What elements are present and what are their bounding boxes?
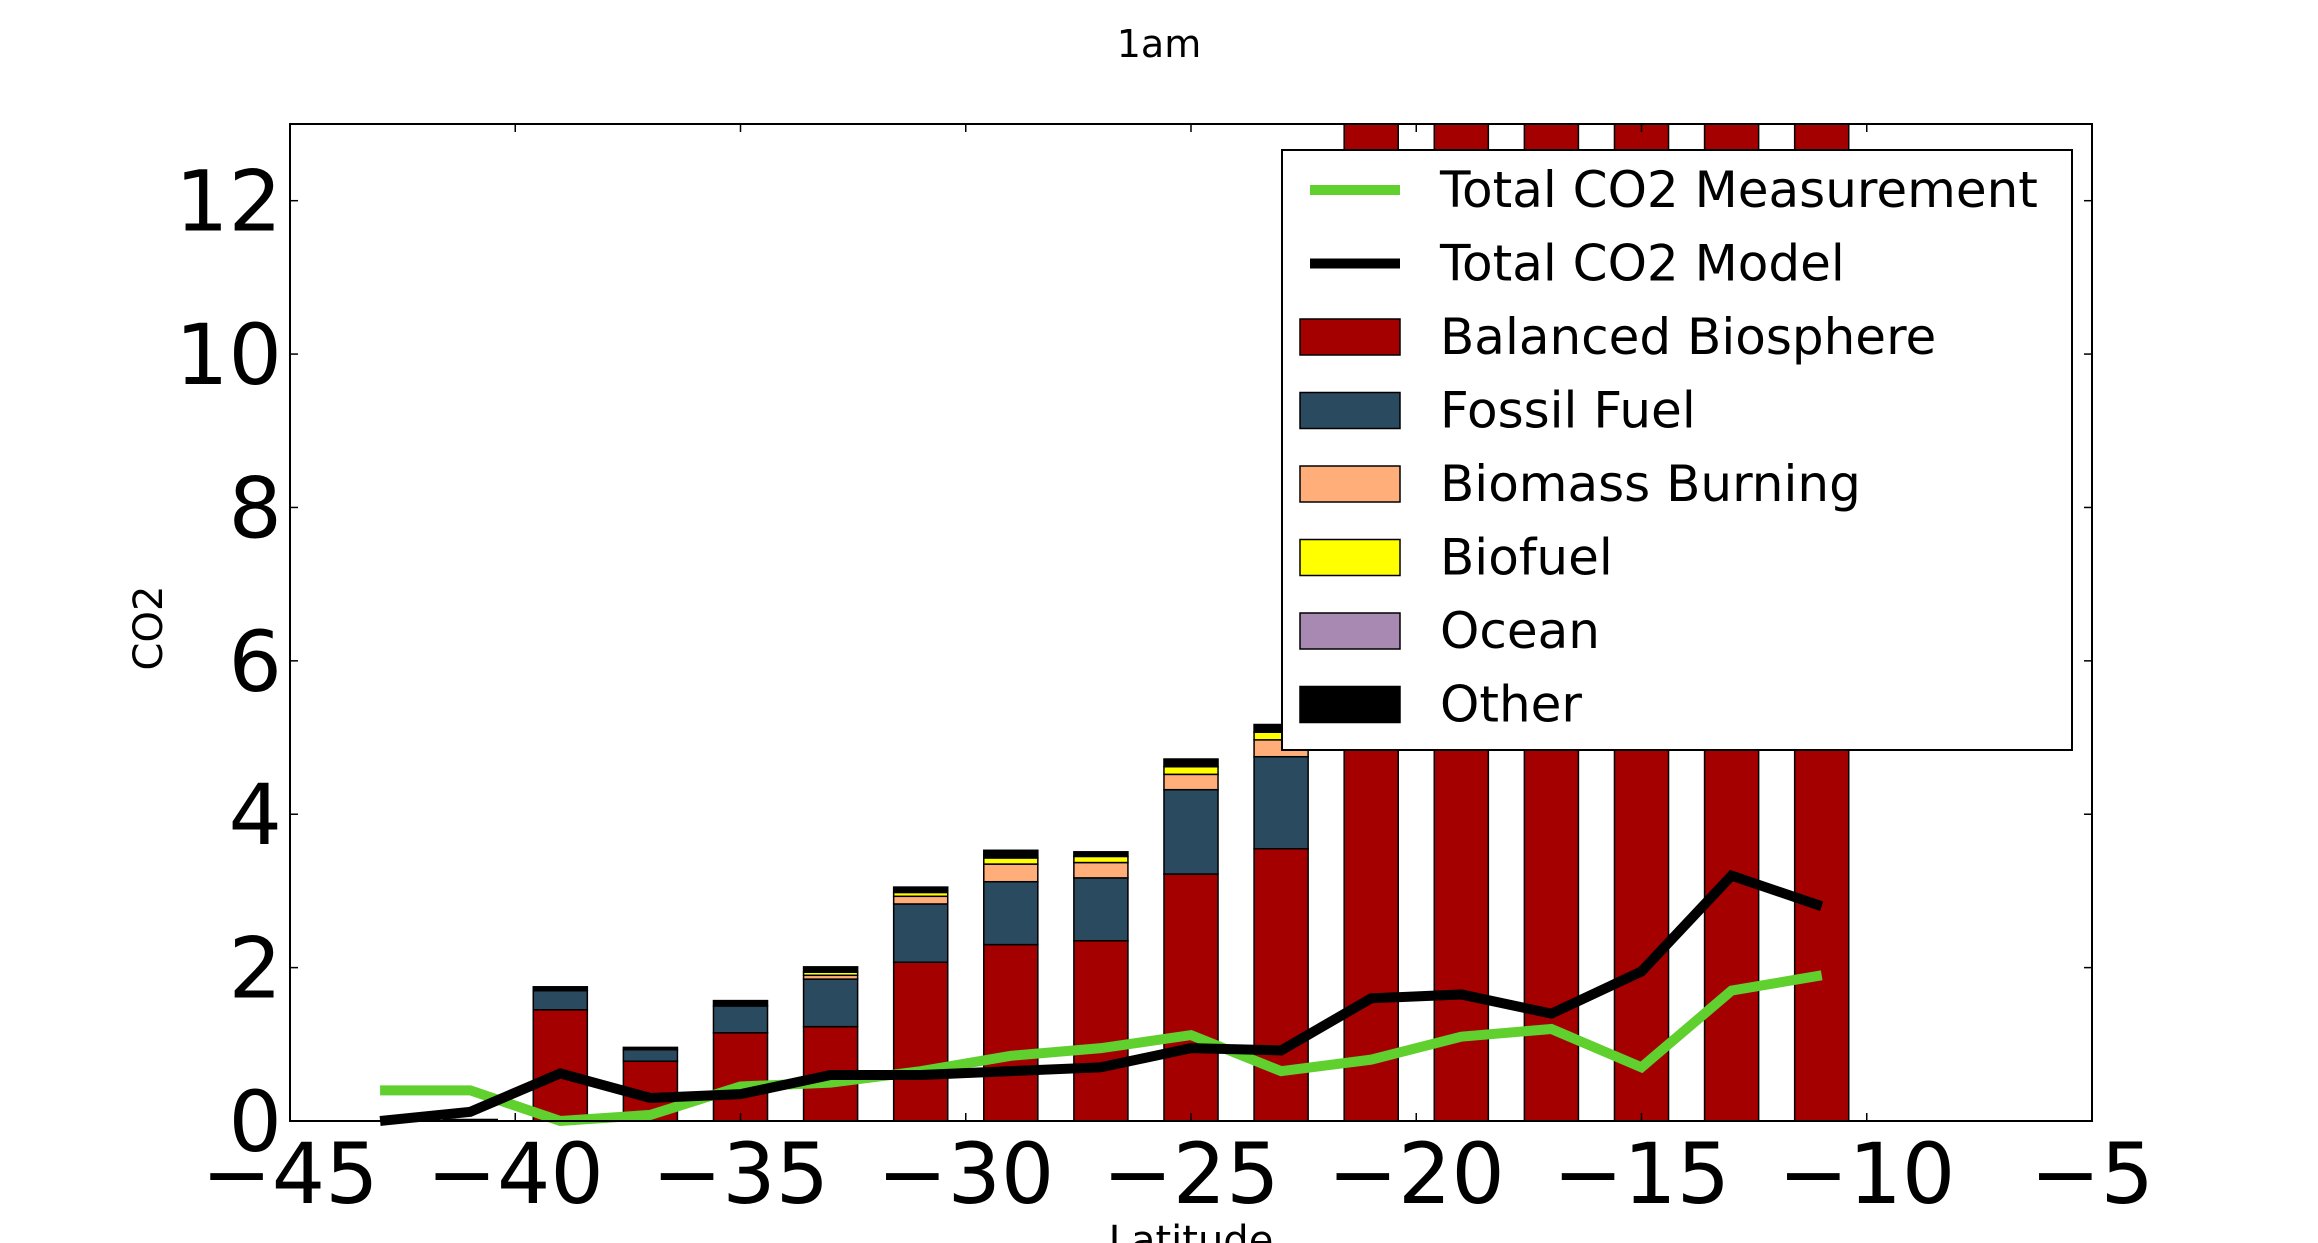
bar-biomass-burning	[983, 863, 1039, 883]
legend-label-balanced-biosphere: Balanced Biosphere	[1440, 308, 1936, 366]
legend: Total CO2 Measurement Total CO2 Model Bala…	[1281, 149, 2073, 751]
bar-biomass-burning	[892, 895, 949, 905]
bar-other	[802, 966, 859, 973]
x-axis-label: Latitude	[1109, 1218, 1274, 1243]
legend-swatch-ocean	[1299, 612, 1401, 650]
bar-balanced-biosphere	[892, 961, 949, 1122]
y-axis-label: CO2	[126, 586, 172, 671]
x-tick-label: −45	[201, 1125, 378, 1223]
bar-biofuel	[1073, 855, 1129, 864]
legend-label-ocean: Ocean	[1440, 602, 1600, 660]
bar-fossil-fuel	[532, 989, 589, 1011]
x-tick-label: −30	[877, 1125, 1054, 1223]
ticks-layer: −45 −40 −35 −30 −25 −20 −15 −10 −5 0 2 4 6 8 10 12	[175, 124, 2154, 1223]
bar-fossil-fuel	[1073, 877, 1129, 942]
bar-other	[1073, 851, 1129, 858]
y-tick-label: 8	[229, 459, 282, 557]
bar-other	[892, 886, 949, 894]
bar-fossil-fuel	[712, 1005, 769, 1034]
chart-title: 1am	[1117, 22, 1201, 66]
bar-other	[712, 999, 769, 1007]
legend-swatch-balanced-biosphere	[1299, 318, 1401, 356]
bar-balanced-biosphere	[532, 1009, 589, 1122]
legend-box	[1281, 149, 2073, 751]
bar-fossil-fuel	[892, 903, 949, 963]
x-tick-label: −5	[2030, 1125, 2154, 1223]
legend-label-fossil-fuel: Fossil Fuel	[1440, 382, 1696, 440]
legend-label-total-co2-model: Total CO2 Model	[1439, 235, 1845, 293]
bar-fossil-fuel	[1253, 755, 1309, 850]
bar-balanced-biosphere	[983, 943, 1039, 1122]
bar-other	[1163, 758, 1219, 768]
lines-layer	[379, 869, 1824, 1127]
y-tick-label: 6	[229, 613, 282, 711]
legend-swatch-other	[1299, 685, 1401, 724]
x-tick-label: −15	[1553, 1125, 1730, 1223]
bar-fossil-fuel	[983, 880, 1039, 946]
bar-fossil-fuel	[802, 978, 859, 1028]
legend-label-total-co2-measurement: Total CO2 Measurement	[1439, 161, 2038, 219]
y-tick-label: 0	[229, 1073, 282, 1171]
bar-fossil-fuel	[622, 1048, 679, 1062]
legend-label-biofuel: Biofuel	[1440, 529, 1613, 587]
bar-biofuel	[1163, 765, 1219, 776]
bar-balanced-biosphere	[1253, 847, 1309, 1122]
bar-biomass-burning	[1073, 861, 1129, 879]
legend-swatch-biomass-burning	[1299, 465, 1401, 503]
bar-balanced-biosphere	[1163, 873, 1219, 1122]
y-tick-label: 2	[229, 920, 282, 1018]
line-total-co2-measurement	[380, 970, 1823, 1127]
x-tick-label: −25	[1102, 1125, 1279, 1223]
y-tick-label: 4	[229, 766, 282, 864]
bar-balanced-biosphere	[1073, 940, 1129, 1122]
y-tick-label: 12	[175, 153, 282, 251]
legend-swatch-fossil-fuel	[1299, 391, 1401, 430]
x-tick-label: −40	[427, 1125, 604, 1223]
x-tick-label: −20	[1328, 1125, 1505, 1223]
bar-other	[983, 849, 1039, 859]
legend-label-other: Other	[1440, 676, 1582, 734]
y-tick-label: 10	[175, 306, 282, 404]
bar-other	[532, 986, 589, 992]
bar-fossil-fuel	[1163, 788, 1219, 875]
x-tick-label: −35	[652, 1125, 829, 1223]
bar-biomass-burning	[1163, 773, 1219, 791]
bar-balanced-biosphere	[712, 1032, 769, 1122]
legend-label-biomass-burning: Biomass Burning	[1440, 455, 1861, 513]
line-total-co2-model	[379, 869, 1824, 1126]
bar-other	[622, 1046, 679, 1051]
x-tick-label: −10	[1778, 1125, 1955, 1223]
legend-swatch-biofuel	[1299, 538, 1401, 577]
bar-biofuel	[983, 857, 1039, 865]
